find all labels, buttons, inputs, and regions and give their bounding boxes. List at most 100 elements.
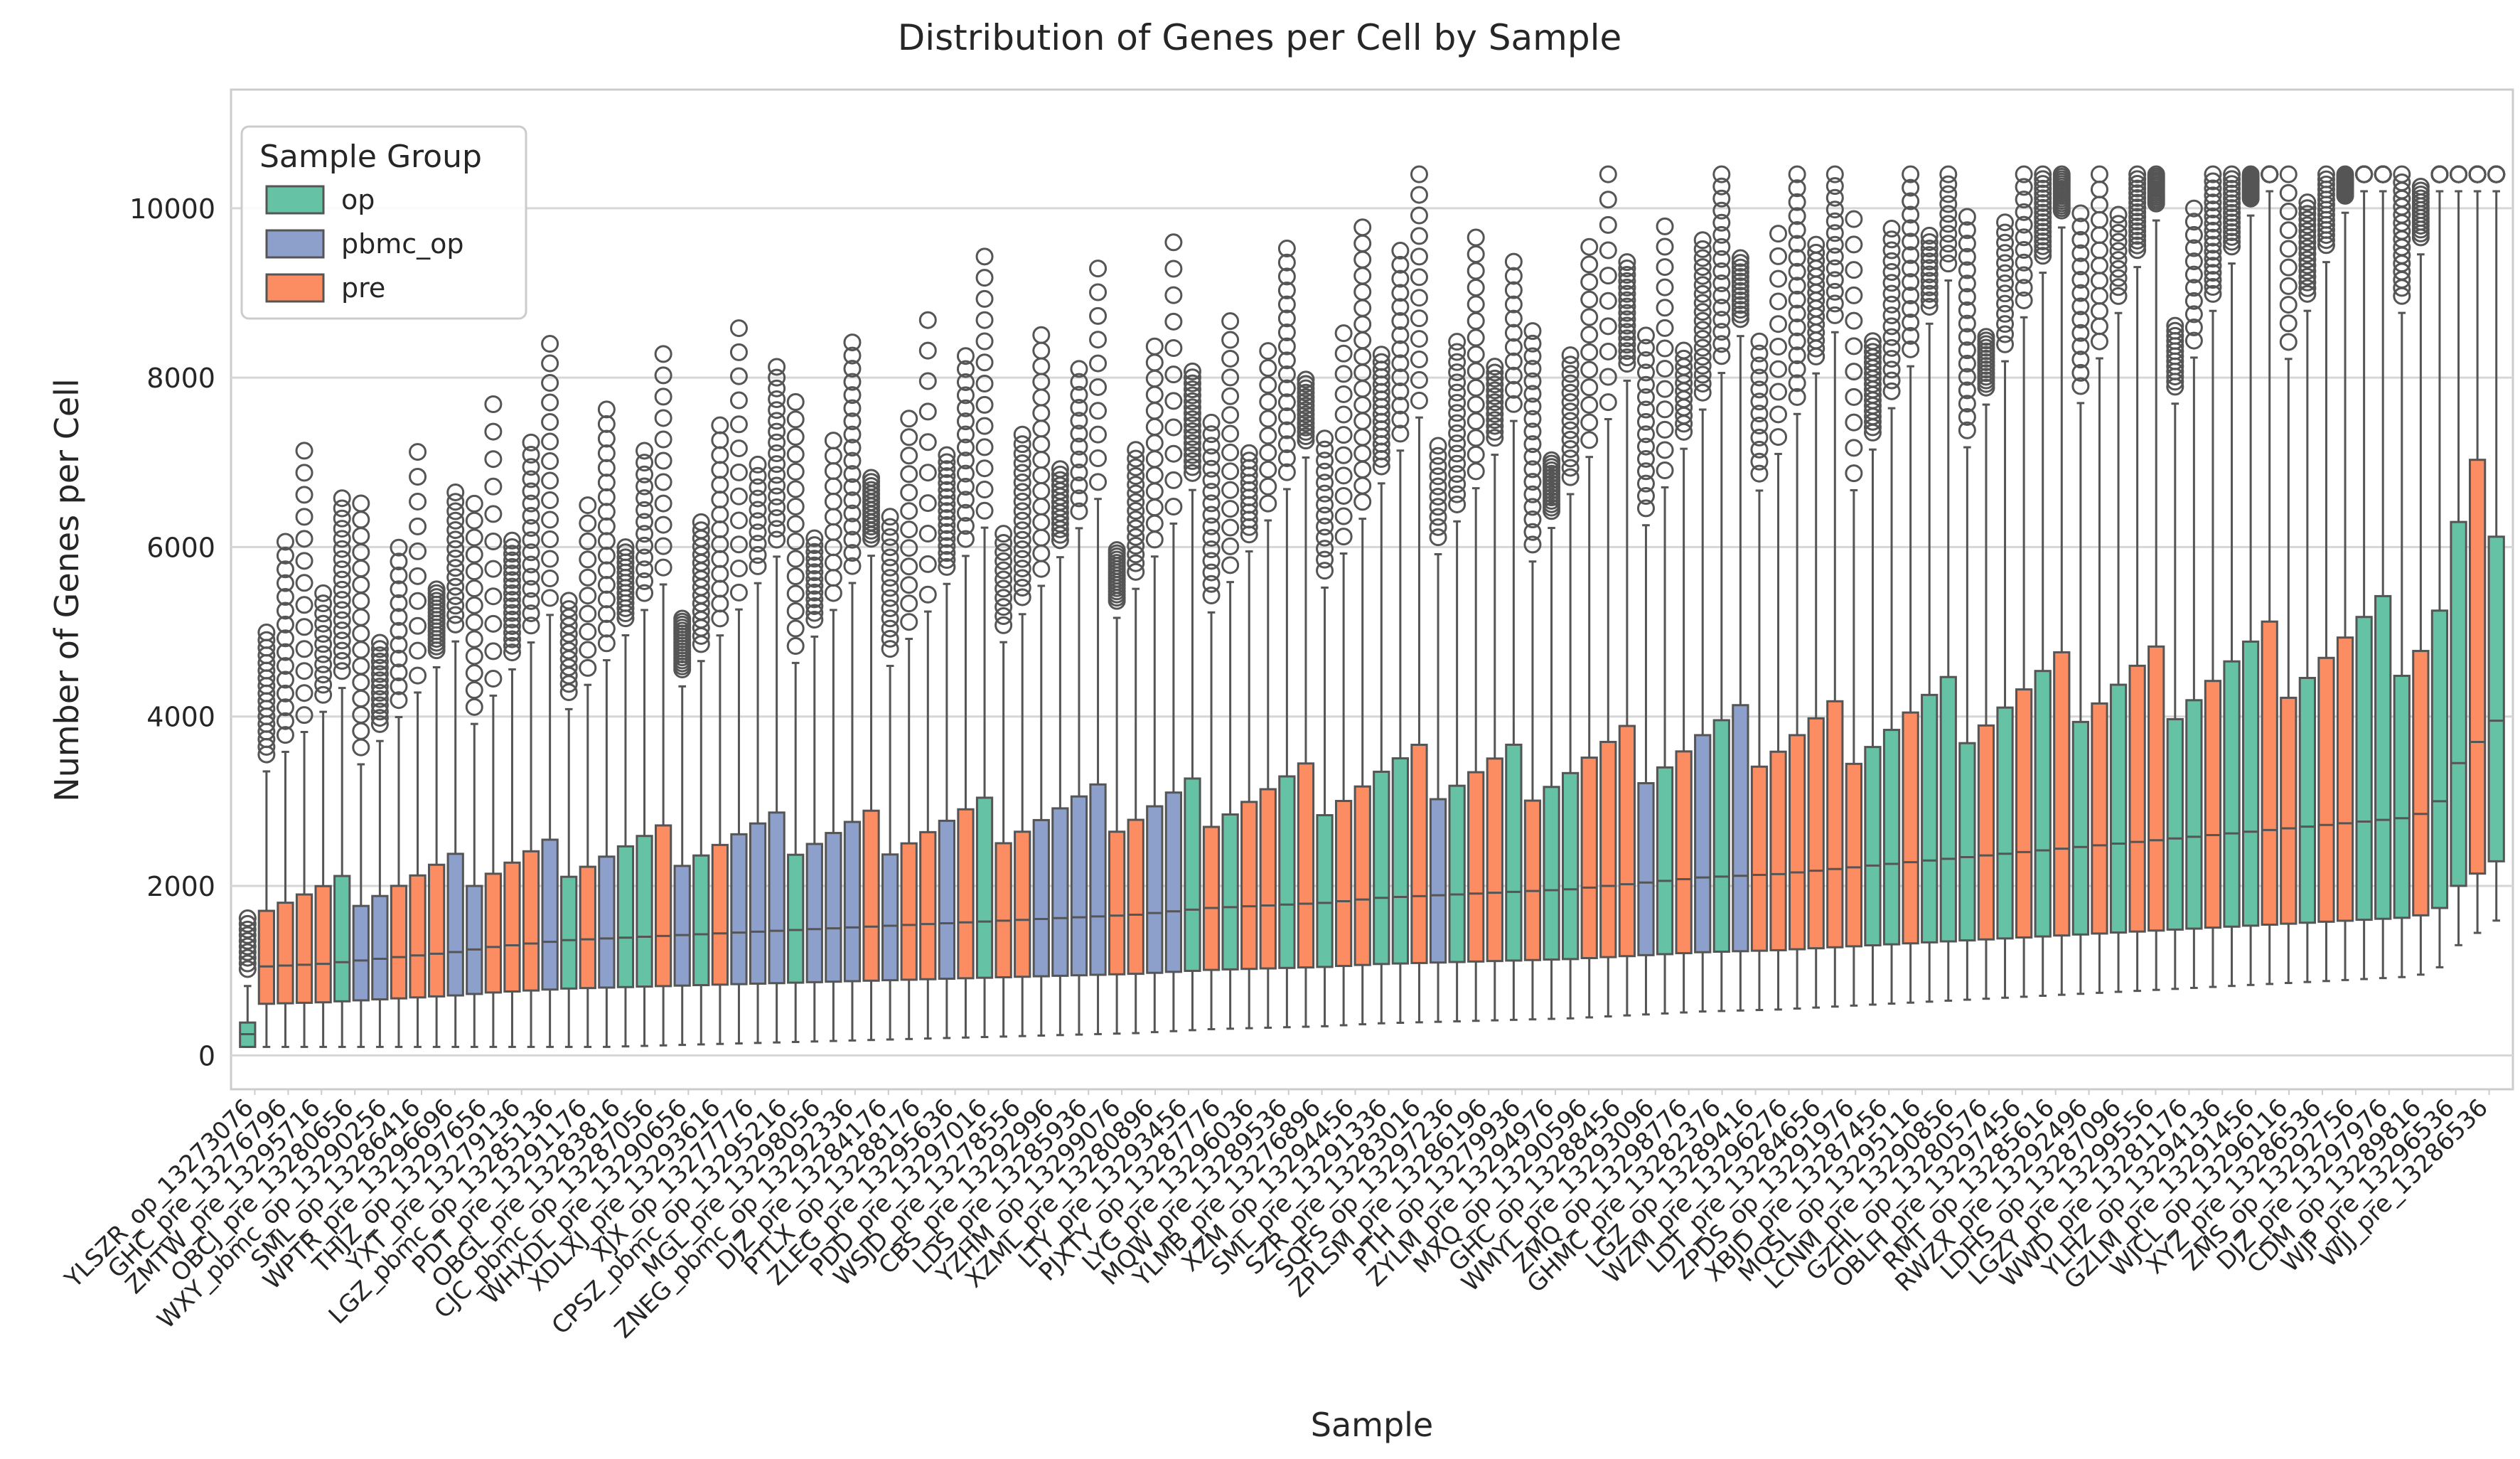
outlier	[1882, 306, 1901, 325]
outlier	[1316, 440, 1334, 459]
sample-box	[2355, 165, 2374, 980]
sample-box	[1297, 370, 1315, 1028]
outlier	[749, 455, 767, 474]
box	[1070, 795, 1088, 977]
outlier	[1183, 374, 1201, 392]
outlier	[2298, 279, 2317, 297]
outlier	[503, 557, 521, 576]
outlier	[1448, 404, 1467, 422]
outlier	[2204, 257, 2222, 275]
outlier	[2204, 208, 2222, 226]
outlier	[1277, 407, 1296, 425]
outlier	[2034, 208, 2052, 227]
outlier	[2015, 228, 2033, 247]
outlier	[2109, 251, 2128, 269]
outlier	[2184, 305, 2203, 324]
box	[446, 853, 464, 997]
outlier	[2223, 175, 2241, 193]
outlier	[654, 388, 672, 406]
outlier	[918, 524, 937, 543]
outlier	[1920, 259, 1939, 277]
outlier	[333, 489, 351, 508]
outlier	[786, 567, 805, 586]
outlier	[1580, 343, 1599, 361]
outlier	[1656, 237, 1674, 256]
outlier	[1277, 463, 1296, 481]
outlier	[1882, 350, 1901, 368]
outlier	[1523, 334, 1542, 353]
outlier	[1277, 324, 1296, 342]
outlier	[1731, 263, 1749, 282]
outlier	[1731, 277, 1749, 296]
sample-box	[2298, 193, 2317, 983]
outlier	[786, 515, 805, 533]
outlier	[1127, 511, 1145, 529]
outlier	[749, 489, 767, 508]
outlier	[1523, 322, 1542, 341]
outlier	[654, 537, 672, 555]
outlier	[2298, 199, 2317, 218]
outlier	[2034, 198, 2052, 217]
outlier	[295, 574, 313, 592]
outlier	[1693, 383, 1712, 402]
outlier	[1334, 426, 1353, 444]
outlier	[276, 657, 294, 675]
outlier	[1486, 393, 1504, 412]
outlier	[881, 569, 899, 587]
outlier	[1127, 519, 1145, 538]
outlier	[1958, 208, 1976, 226]
outlier	[1788, 193, 1806, 211]
outlier	[1996, 213, 2015, 232]
sample-box	[1448, 333, 1467, 1022]
outlier	[465, 647, 483, 666]
outlier	[729, 367, 748, 385]
outlier	[2128, 188, 2147, 207]
outlier	[1240, 444, 1258, 462]
outlier	[786, 550, 805, 568]
outlier	[1391, 242, 1410, 260]
outlier	[2128, 198, 2147, 217]
outlier	[881, 640, 899, 658]
sample-box	[2279, 165, 2298, 985]
sample-box	[559, 592, 578, 1048]
sample-box	[1599, 165, 1617, 1018]
outlier	[1504, 281, 1523, 299]
outlier	[938, 460, 956, 479]
box	[1221, 813, 1239, 971]
outlier	[1183, 446, 1201, 464]
outlier	[956, 478, 975, 496]
outlier	[1618, 336, 1636, 354]
outlier	[1825, 177, 1844, 196]
outlier	[1561, 421, 1580, 439]
outlier	[900, 428, 918, 447]
sample-box	[2223, 165, 2241, 988]
outlier	[654, 430, 672, 449]
outlier	[1391, 312, 1410, 331]
outlier	[1882, 230, 1901, 249]
outlier	[1825, 247, 1844, 266]
outlier	[1127, 458, 1145, 476]
outlier	[918, 464, 937, 482]
outlier	[1448, 343, 1467, 361]
outlier	[295, 618, 313, 636]
outlier	[1825, 294, 1844, 313]
outlier	[2279, 258, 2298, 277]
outlier	[956, 464, 975, 483]
outlier	[1448, 495, 1467, 513]
outlier	[956, 491, 975, 509]
outlier	[1731, 282, 1749, 300]
sample-box	[2317, 165, 2335, 983]
outlier	[1656, 400, 1674, 419]
outlier	[1448, 434, 1467, 453]
outlier	[1618, 316, 1636, 335]
sample-box	[900, 410, 918, 1040]
outlier	[314, 645, 333, 663]
outlier	[1183, 416, 1201, 434]
outlier	[2128, 165, 2147, 183]
outlier	[257, 624, 276, 642]
outlier	[1183, 458, 1201, 476]
outlier	[749, 466, 767, 485]
box	[1637, 782, 1655, 956]
outlier	[1769, 292, 1788, 311]
outlier	[2279, 333, 2298, 351]
